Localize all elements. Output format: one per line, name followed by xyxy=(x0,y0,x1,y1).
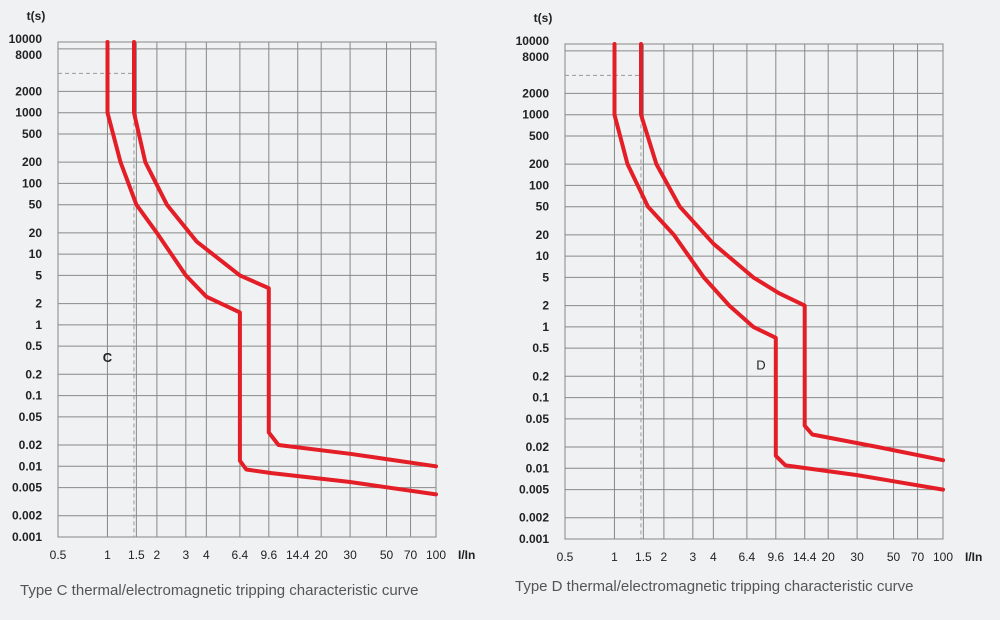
x-tick-label: 30 xyxy=(850,550,864,564)
x-tick-label: 50 xyxy=(380,548,394,562)
plot-frame xyxy=(57,41,437,538)
y-tick-label: 1 xyxy=(35,318,42,332)
y-tick-label: 0.05 xyxy=(526,412,550,426)
y-tick-label: 2 xyxy=(542,299,549,313)
x-axis-title: I/In xyxy=(965,550,982,564)
y-tick-label: 0.02 xyxy=(19,438,43,452)
y-tick-label: 20 xyxy=(29,226,43,240)
y-tick-label: 200 xyxy=(529,157,549,171)
y-tick-label: 0.005 xyxy=(519,483,549,497)
y-tick-label: 8000 xyxy=(15,48,42,62)
y-tick-label: 2000 xyxy=(15,84,42,98)
x-tick-label: 1 xyxy=(611,550,618,564)
y-tick-label: 2000 xyxy=(522,86,549,100)
caption-type-c: Type C thermal/electromagnetic tripping … xyxy=(20,582,419,599)
y-tick-label: 0.001 xyxy=(12,530,42,544)
y-tick-label: 0.02 xyxy=(526,440,550,454)
x-tick-label: 100 xyxy=(933,550,953,564)
x-tick-label: 6.4 xyxy=(739,550,756,564)
x-tick-label: 100 xyxy=(426,548,446,562)
y-tick-label: 0.005 xyxy=(12,481,42,495)
y-tick-label: 0.01 xyxy=(19,459,43,473)
x-tick-label: 0.5 xyxy=(50,548,67,562)
x-tick-label: 3 xyxy=(182,548,189,562)
y-tick-label: 0.5 xyxy=(532,341,549,355)
x-tick-label: 20 xyxy=(821,550,835,564)
x-tick-label: 70 xyxy=(404,548,418,562)
y-tick-label: 500 xyxy=(529,129,549,143)
curve-type-label: D xyxy=(756,357,765,372)
tripping-curve-upper xyxy=(132,40,438,469)
plot-frame xyxy=(564,43,944,540)
chart-type-c: 0.5 1 1.5 2 3 4 6.4 9.6 14.4 20 30 50 70 100 0.001 0.00… xyxy=(9,9,476,562)
y-tick-label: 100 xyxy=(529,178,549,192)
y-tick-label: 0.2 xyxy=(532,369,549,383)
chart-type-d: 0.5 1 1.5 2 3 4 6.4 9.6 14.4 20 30 50 70 100 0.001 0.00… xyxy=(516,11,983,564)
y-tick-label: 500 xyxy=(22,127,42,141)
y-tick-label: 1000 xyxy=(15,106,42,120)
x-tick-label: 9.6 xyxy=(260,548,277,562)
y-axis-title: t(s) xyxy=(27,9,46,23)
x-tick-label: 2 xyxy=(154,548,161,562)
tripping-curve-upper xyxy=(639,42,945,463)
x-tick-label: 9.6 xyxy=(767,550,784,564)
y-tick-label: 10000 xyxy=(9,32,43,46)
y-tick-label: 0.002 xyxy=(12,509,42,523)
caption-type-d: Type D thermal/electromagnetic tripping … xyxy=(515,578,914,595)
y-tick-label: 1 xyxy=(542,320,549,334)
x-tick-label: 0.5 xyxy=(557,550,574,564)
curve-type-label: C xyxy=(103,350,113,365)
x-tick-label: 4 xyxy=(203,548,210,562)
x-tick-label: 4 xyxy=(710,550,717,564)
x-tick-label: 1.5 xyxy=(635,550,652,564)
x-axis-title: I/In xyxy=(458,548,475,562)
y-tick-label: 0.001 xyxy=(519,532,549,546)
y-tick-label: 200 xyxy=(22,155,42,169)
x-tick-label: 1.5 xyxy=(128,548,145,562)
y-tick-label: 10 xyxy=(29,247,43,261)
y-tick-label: 8000 xyxy=(522,50,549,64)
y-tick-label: 100 xyxy=(22,176,42,190)
x-tick-label: 70 xyxy=(911,550,925,564)
y-tick-label: 0.05 xyxy=(19,410,43,424)
tripping-curve-lower xyxy=(612,42,945,492)
y-tick-label: 50 xyxy=(29,198,43,212)
x-tick-label: 30 xyxy=(343,548,357,562)
y-tick-label: 0.2 xyxy=(25,367,42,381)
y-tick-label: 2 xyxy=(35,297,42,311)
x-tick-label: 20 xyxy=(314,548,328,562)
x-tick-label: 3 xyxy=(689,550,696,564)
y-tick-label: 50 xyxy=(536,200,550,214)
x-tick-label: 2 xyxy=(661,550,668,564)
y-tick-label: 5 xyxy=(35,268,42,282)
x-tick-label: 1 xyxy=(104,548,111,562)
y-tick-label: 10 xyxy=(536,249,550,263)
y-tick-label: 1000 xyxy=(522,108,549,122)
y-tick-label: 0.002 xyxy=(519,511,549,525)
tripping-curve-lower xyxy=(105,40,438,497)
y-tick-label: 0.1 xyxy=(25,389,42,403)
x-tick-label: 50 xyxy=(887,550,901,564)
y-axis-title: t(s) xyxy=(534,11,553,25)
y-tick-label: 0.5 xyxy=(25,339,42,353)
y-tick-label: 10000 xyxy=(516,34,550,48)
y-tick-label: 5 xyxy=(542,270,549,284)
x-tick-label: 14.4 xyxy=(286,548,310,562)
y-tick-label: 0.01 xyxy=(526,461,550,475)
x-tick-label: 6.4 xyxy=(232,548,249,562)
y-tick-label: 20 xyxy=(536,228,550,242)
y-tick-label: 0.1 xyxy=(532,391,549,405)
x-tick-label: 14.4 xyxy=(793,550,817,564)
